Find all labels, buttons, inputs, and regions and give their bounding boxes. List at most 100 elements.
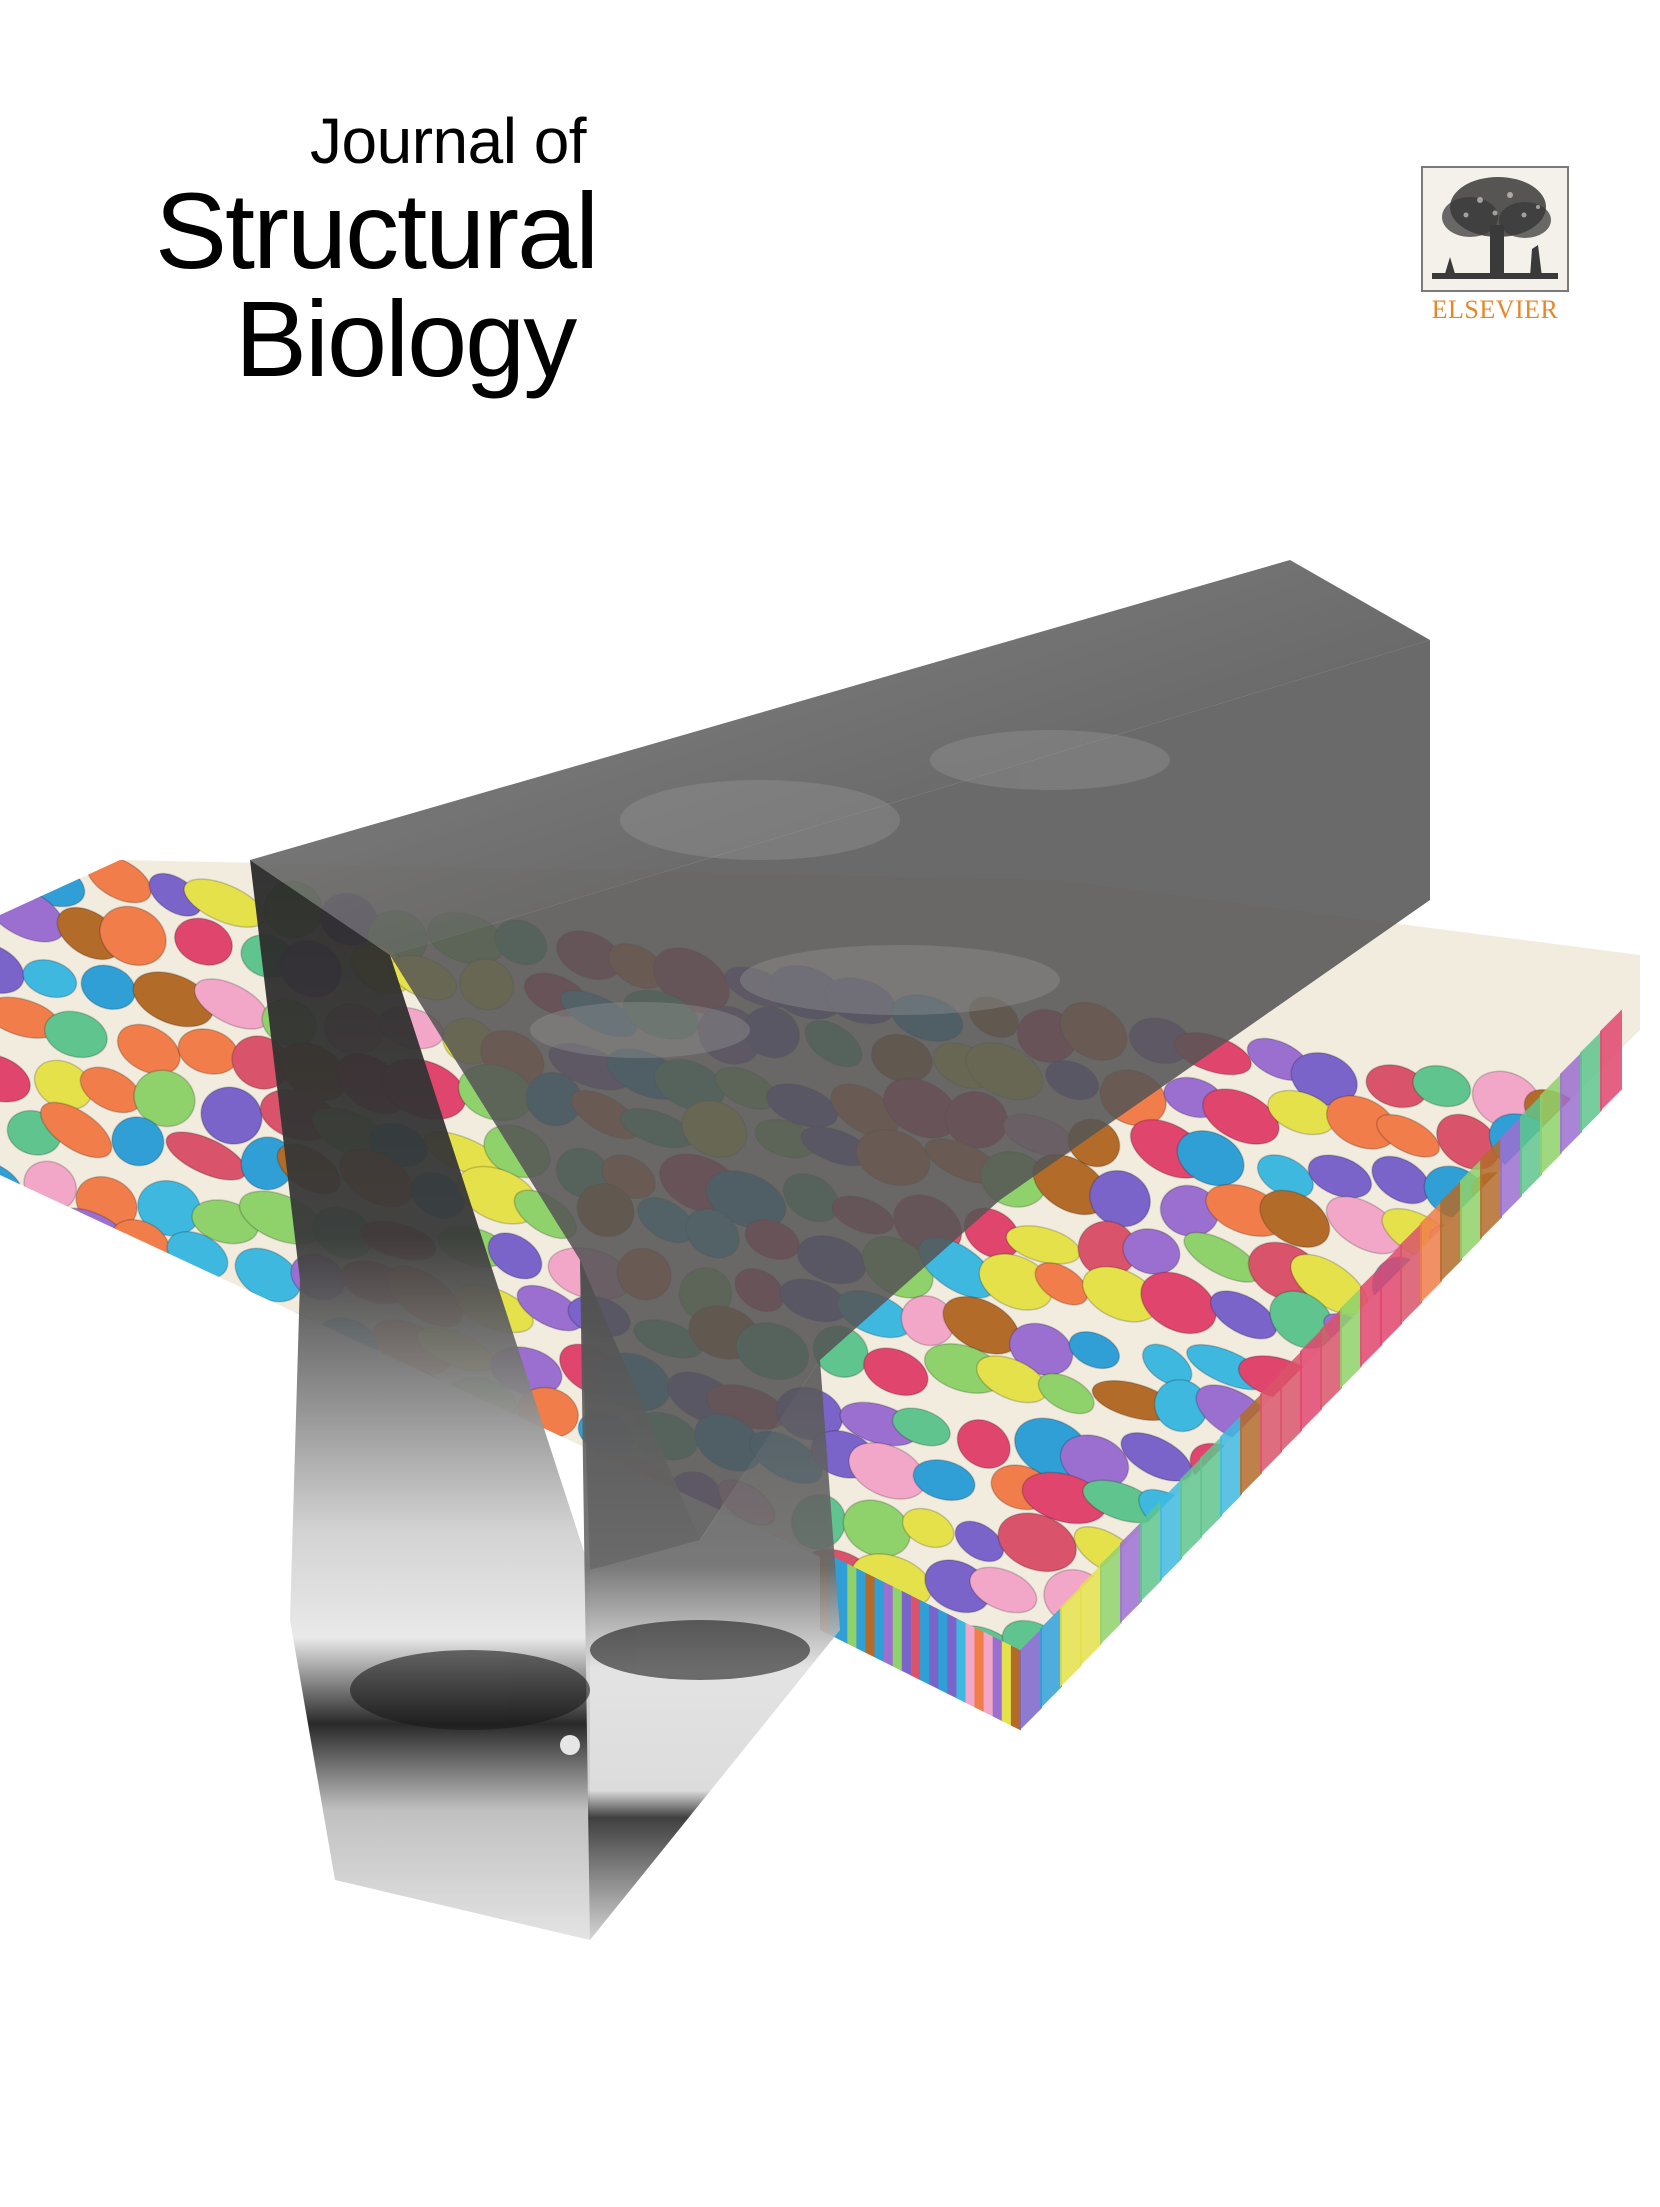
segmented-cell xyxy=(0,1572,39,1618)
segmented-cell xyxy=(0,860,28,891)
segmented-cell xyxy=(1375,1113,1441,1158)
segmented-cell xyxy=(196,1596,270,1650)
segmented-cell xyxy=(1174,1752,1264,1817)
segmented-cell xyxy=(1395,1837,1459,1886)
segmented-cell xyxy=(1371,1727,1461,1798)
segmented-cell xyxy=(1624,1353,1640,1412)
segmented-cell xyxy=(1450,1637,1515,1650)
slab-edge-cell xyxy=(883,1581,894,1667)
segmented-cell xyxy=(185,1495,266,1554)
segmented-cell xyxy=(171,1440,229,1498)
segmented-cell xyxy=(1325,1195,1402,1255)
segmented-cell xyxy=(1121,1743,1206,1818)
slab-edge-cell xyxy=(1300,1329,1322,1432)
segmented-cell xyxy=(1562,1659,1632,1714)
segmented-cell xyxy=(120,1548,175,1588)
slab-edge-cell xyxy=(1060,1585,1082,1688)
segmented-cell xyxy=(1649,1725,1660,1780)
journal-title-line-2: Structural xyxy=(155,170,599,291)
segmented-cell xyxy=(43,1010,108,1059)
segmented-cell xyxy=(1209,1290,1278,1340)
segmented-cell xyxy=(159,1543,224,1594)
segmented-cell xyxy=(1387,1418,1457,1480)
slab-edge-cell xyxy=(1560,1052,1582,1154)
slab-edge-cell xyxy=(1600,1009,1622,1112)
segmented-cell xyxy=(750,1728,823,1791)
segmented-cell xyxy=(1392,1637,1444,1650)
segmented-cell xyxy=(1408,1691,1478,1756)
slab-edge-cell xyxy=(1480,1137,1502,1240)
segmented-cell xyxy=(997,1512,1078,1573)
cover-illustration xyxy=(0,560,1660,1940)
segmented-cell xyxy=(969,1566,1038,1614)
segmented-cell xyxy=(2,1518,64,1562)
segmented-cell xyxy=(1122,1228,1181,1275)
segmented-cell xyxy=(1297,1457,1358,1512)
slab-edge-cell xyxy=(1400,1222,1422,1325)
segmented-cell xyxy=(954,1520,1005,1563)
segmented-cell xyxy=(1217,1701,1282,1755)
slab-edge-cell xyxy=(1010,1645,1021,1731)
segmented-cell xyxy=(1648,1830,1660,1890)
segmented-cell xyxy=(1375,1518,1452,1578)
slab-edge-cell xyxy=(892,1586,903,1672)
publisher-name: ELSEVIER xyxy=(1431,295,1559,324)
segmented-cell xyxy=(1150,1600,1222,1650)
slab-edge-cell xyxy=(1140,1500,1162,1602)
segmented-cell xyxy=(1259,1189,1331,1248)
segmented-cell xyxy=(1261,1606,1344,1650)
slab-edge-cell xyxy=(1320,1308,1342,1410)
segmented-cell xyxy=(901,1507,955,1549)
slab-edge-cell xyxy=(1460,1158,1482,1261)
segmented-cell xyxy=(1043,1718,1146,1811)
segmented-cell xyxy=(1219,1806,1288,1869)
segmented-cell xyxy=(1266,1509,1325,1566)
slab-edge-cell xyxy=(1200,1436,1222,1538)
segmented-cell xyxy=(1256,1805,1336,1875)
segmented-cell xyxy=(782,1694,852,1749)
segmented-cell xyxy=(879,1709,965,1782)
segmented-cell xyxy=(0,942,25,995)
segmented-cell xyxy=(200,1086,263,1145)
segmented-cell xyxy=(1606,1859,1660,1925)
slab-edge-cell xyxy=(1100,1542,1122,1645)
segmented-cell xyxy=(1591,1201,1640,1245)
slab-edge-cell xyxy=(947,1613,958,1699)
segmented-cell xyxy=(1482,1383,1546,1433)
segmented-cell xyxy=(1435,1530,1502,1582)
segmented-cell xyxy=(1544,1542,1627,1601)
slab-edge-cell xyxy=(1260,1372,1282,1474)
segmented-cell xyxy=(116,1023,181,1075)
segmented-cell xyxy=(1307,1154,1373,1199)
segmented-cell xyxy=(1576,1707,1660,1792)
segmented-cell xyxy=(1519,1694,1613,1763)
segmented-cell xyxy=(1143,1691,1234,1769)
segmented-cell xyxy=(1617,1759,1660,1825)
segmented-cell xyxy=(111,1116,165,1167)
segmented-cell xyxy=(1462,1796,1546,1874)
slab-edge-cell xyxy=(920,1600,930,1685)
segmented-cell xyxy=(228,1653,296,1715)
journal-title-line-3: Biology xyxy=(235,278,577,399)
segmented-cell xyxy=(145,1383,212,1441)
segmented-cell xyxy=(0,1465,41,1527)
segmented-cell xyxy=(1635,1515,1660,1589)
slab-edge-cell xyxy=(901,1590,912,1676)
segmented-cell xyxy=(1642,1301,1660,1360)
segmented-cell xyxy=(1262,1714,1344,1786)
slab-edge-cell xyxy=(1500,1116,1522,1218)
segmented-cell xyxy=(116,1641,170,1650)
segmented-cell xyxy=(1045,1781,1112,1842)
segmented-cell xyxy=(900,1295,956,1347)
segmented-cell xyxy=(891,1407,951,1447)
slab-edge-cell xyxy=(838,1559,849,1645)
slab-edge-cell xyxy=(865,1572,876,1658)
segmented-cell xyxy=(1552,1245,1631,1304)
slab-edge-cell xyxy=(929,1604,940,1690)
segmented-cell xyxy=(86,1489,142,1534)
segmented-cell xyxy=(193,1396,272,1440)
segmented-cell xyxy=(1184,1644,1257,1717)
segmented-cell xyxy=(0,1365,47,1417)
segmented-cell xyxy=(0,1308,57,1354)
segmented-cell xyxy=(215,1460,282,1504)
